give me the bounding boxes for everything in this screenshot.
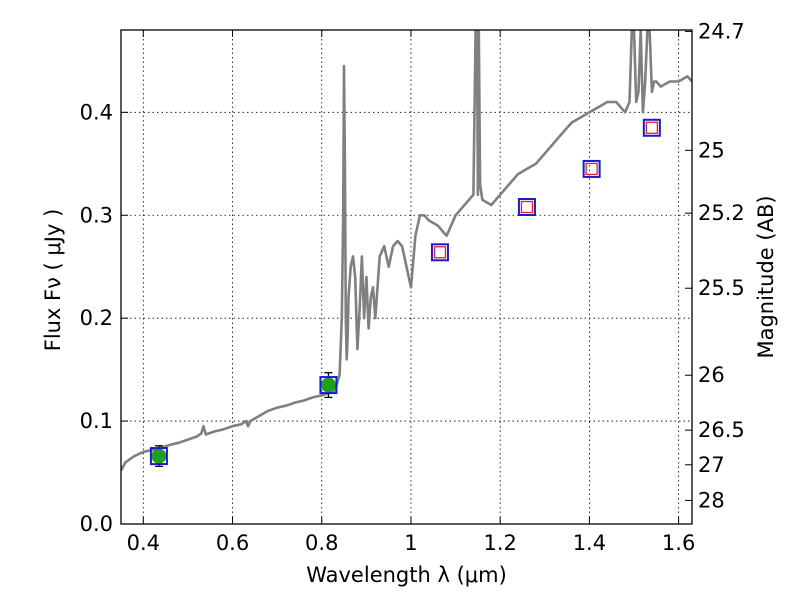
right-tick-label: 25.2 xyxy=(698,201,745,225)
limit-square xyxy=(645,121,659,134)
series-layer xyxy=(121,30,692,472)
x-tick-label: 1.6 xyxy=(662,531,695,555)
limit-square xyxy=(585,162,598,176)
right-tick-label: 25 xyxy=(698,138,725,162)
x-axis-label: Wavelength λ (μm) xyxy=(306,563,507,587)
x-tick-label: 0.8 xyxy=(305,531,338,555)
right-tick-label: 26 xyxy=(698,363,725,387)
right-tick-label: 27 xyxy=(698,453,725,477)
right-tick-label: 24.7 xyxy=(698,19,745,43)
y-tick-label: 0.0 xyxy=(80,512,113,536)
grid xyxy=(121,30,692,525)
ticks: 0.4 0.6 0.8 1 1.2 1.4 1.6 0.0 0.1 0.2 0.3 0.4 24.7 25… xyxy=(80,19,745,555)
right-tick-label: 26.5 xyxy=(698,418,745,442)
marker-layer xyxy=(149,118,661,468)
x-tick-label: 1.4 xyxy=(573,531,606,555)
model-photometry-square xyxy=(517,198,536,217)
x-tick-label: 0.6 xyxy=(216,531,249,555)
right-tick-label: 28 xyxy=(698,488,725,512)
x-tick-label: 0.4 xyxy=(127,531,160,555)
model-photometry-square xyxy=(319,376,338,395)
sed-line xyxy=(121,30,692,472)
limit-square xyxy=(520,200,534,214)
model-photometry-square xyxy=(642,118,661,137)
limit-square xyxy=(433,246,447,259)
model-photometry-square xyxy=(149,447,168,466)
x-tick-label: 1 xyxy=(404,531,417,555)
y-tick-label: 0.2 xyxy=(80,306,113,330)
plot-frame xyxy=(120,29,693,525)
y-tick-label: 0.4 xyxy=(80,100,113,124)
right-tick-label: 25.5 xyxy=(698,276,745,300)
y-tick-label: 0.1 xyxy=(80,409,113,433)
flux-point xyxy=(320,377,336,393)
x-tick-label: 1.2 xyxy=(483,531,516,555)
y-axis-right-label: Magnitude (AB) xyxy=(754,195,778,358)
model-photometry-square xyxy=(582,159,601,178)
y-axis-label: Flux Fν ( μJy ) xyxy=(41,209,65,352)
flux-point xyxy=(151,448,167,464)
y-tick-label: 0.3 xyxy=(80,203,113,227)
model-photometry-square xyxy=(430,243,449,262)
